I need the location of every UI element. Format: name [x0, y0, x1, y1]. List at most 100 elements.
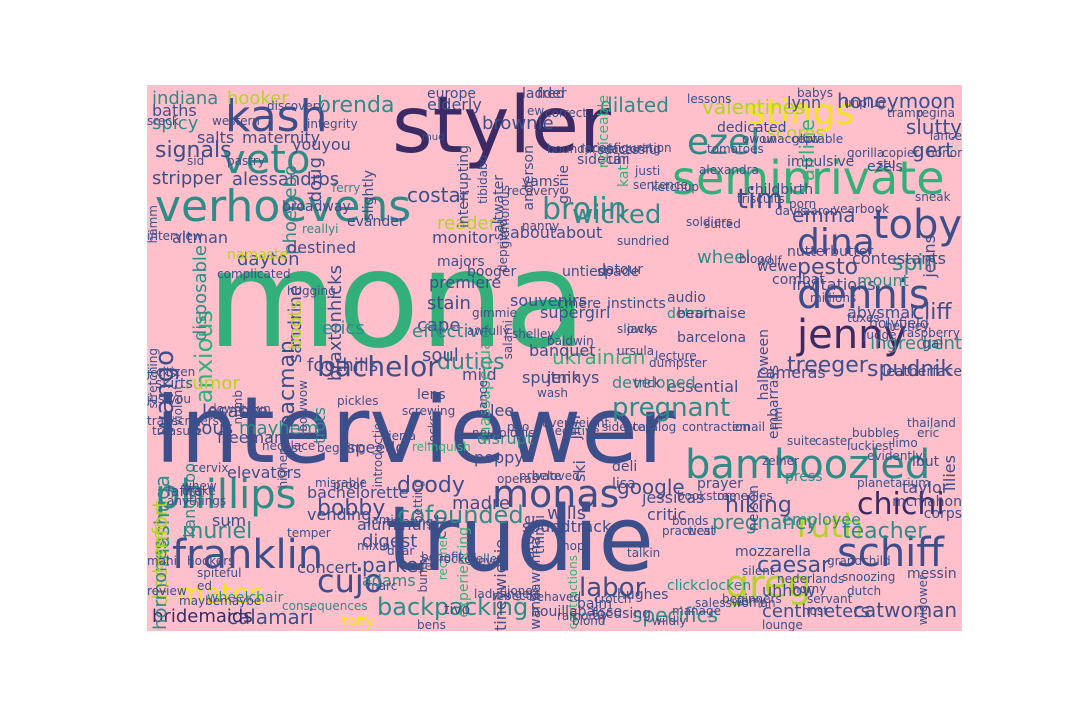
cloud-word: bowwow	[296, 380, 310, 432]
cloud-word: spicy	[152, 113, 199, 134]
cloud-word: dennis	[797, 272, 930, 318]
cloud-word: wheel	[697, 247, 751, 268]
cloud-word: slutty	[905, 115, 962, 139]
cloud-word: sreck	[147, 114, 179, 128]
cloud-word: slightly	[361, 170, 377, 221]
cloud-word: luckiest	[847, 439, 894, 453]
cloud-word: latour	[602, 262, 644, 278]
cloud-word: fred	[537, 86, 565, 102]
cloud-word: ferry	[332, 181, 361, 195]
cloud-word: wolf	[757, 254, 782, 268]
cloud-word: recovery	[507, 184, 560, 198]
cloud-word: mates	[177, 577, 265, 610]
cloud-word: bubbles	[852, 426, 900, 440]
cloud-word: unplug	[844, 96, 886, 110]
cloud-word: glow	[792, 132, 821, 146]
cloud-word: digest	[362, 531, 418, 552]
cloud-word: booger	[467, 264, 517, 280]
cloud-word: trick	[634, 376, 661, 390]
cloud-word: shelley	[512, 327, 555, 341]
cloud-word: semiprivate	[672, 151, 945, 205]
cloud-word: rebecca	[492, 589, 540, 603]
cloud-word: citizen	[156, 365, 196, 379]
cloud-word: bobby	[317, 496, 386, 521]
cloud-word: raspberry	[902, 326, 960, 340]
cloud-word: schiff	[837, 530, 944, 576]
cloud-word: treeger	[787, 353, 868, 378]
cloud-word: dear	[387, 544, 415, 558]
cloud-word: brolin	[542, 192, 627, 227]
cloud-word: planetarium	[857, 476, 930, 490]
cloud-word: anythings	[167, 494, 227, 508]
cloud-word: phillips	[155, 472, 297, 518]
cloud-word: lynn	[787, 93, 822, 112]
cloud-word: lilies	[940, 455, 959, 491]
cloud-word: indiana	[152, 88, 219, 109]
cloud-word: taffy	[342, 614, 374, 630]
cloud-word: treating	[386, 515, 434, 529]
cloud-word: jenny	[797, 312, 908, 358]
cloud-word: widower	[916, 575, 930, 626]
cloud-word: catwoman	[853, 598, 958, 622]
cloud-word: leatherface	[882, 364, 962, 380]
cloud-word: honor	[927, 146, 962, 160]
cloud-word: poo	[507, 420, 530, 434]
cloud-word: pesto	[797, 255, 859, 280]
cloud-word: skirts	[155, 376, 193, 392]
cloud-word: dutch	[847, 584, 882, 598]
cloud-word: hooker	[227, 88, 289, 109]
cloud-word: sous	[192, 418, 234, 439]
cloud-word: wicked	[572, 200, 662, 230]
cloud-word: styler	[392, 85, 612, 171]
cloud-word: duties	[437, 350, 505, 375]
cloud-word: disrupt	[477, 429, 534, 448]
cloud-word: awfully	[467, 324, 510, 338]
cloud-word: talkin	[627, 546, 661, 560]
cloud-word: interrupting	[456, 145, 472, 229]
cloud-word: wewe	[757, 259, 798, 275]
cloud-word: anderson	[521, 145, 537, 211]
cloud-word: hamm	[147, 205, 160, 244]
cloud-word: clickclocken	[667, 578, 752, 594]
cloud-word: honeymoon	[837, 89, 956, 113]
cloud-word: monas	[492, 472, 620, 516]
cloud-word: servant	[807, 592, 853, 606]
cloud-word: silent	[742, 564, 775, 578]
cloud-word: dina	[797, 222, 875, 263]
cloud-word: wheelchair	[207, 590, 284, 606]
cloud-word: freeman	[217, 428, 285, 447]
cloud-word: regina	[917, 106, 955, 120]
cloud-word: begging	[317, 441, 366, 455]
cloud-word: holyfield	[869, 316, 929, 332]
cloud-word: mixin	[357, 539, 391, 553]
cloud-word: franklin	[172, 532, 324, 578]
cloud-word: google	[617, 475, 685, 499]
cloud-word: sundried	[617, 234, 670, 248]
cloud-word: mayhem	[239, 418, 319, 439]
cloud-word: spade	[597, 264, 640, 280]
cloud-word: mcmahon	[892, 494, 962, 510]
cloud-word: gimmie	[472, 306, 518, 320]
cloud-word: stings	[747, 92, 855, 133]
cloud-word: benefit	[421, 550, 464, 564]
cloud-word: soul	[422, 345, 459, 366]
cloud-word: yams	[522, 174, 560, 190]
cloud-word: beginners	[722, 592, 782, 606]
cloud-word: cliff	[912, 300, 952, 325]
cloud-word: review	[147, 584, 187, 598]
cloud-word: horny	[792, 582, 827, 596]
cloud-word: dayton	[237, 249, 300, 270]
word-cloud: interviewer mona trudie styler semiprivate ba…	[147, 85, 962, 631]
cloud-word: foothills	[307, 355, 379, 376]
cloud-word: complicated	[217, 267, 291, 281]
cloud-word: messin	[907, 566, 957, 582]
cloud-word: proof	[333, 478, 365, 492]
cloud-word: backpacking	[377, 593, 529, 621]
cloud-word: cofounded	[397, 501, 524, 529]
cloud-word: jennys	[547, 368, 600, 387]
cloud-word: sentence	[633, 178, 688, 192]
cloud-word: wills	[547, 503, 587, 524]
cloud-word: zelner	[762, 454, 799, 468]
cloud-word: abysmal	[847, 303, 915, 322]
cloud-word: treasure	[152, 424, 203, 438]
